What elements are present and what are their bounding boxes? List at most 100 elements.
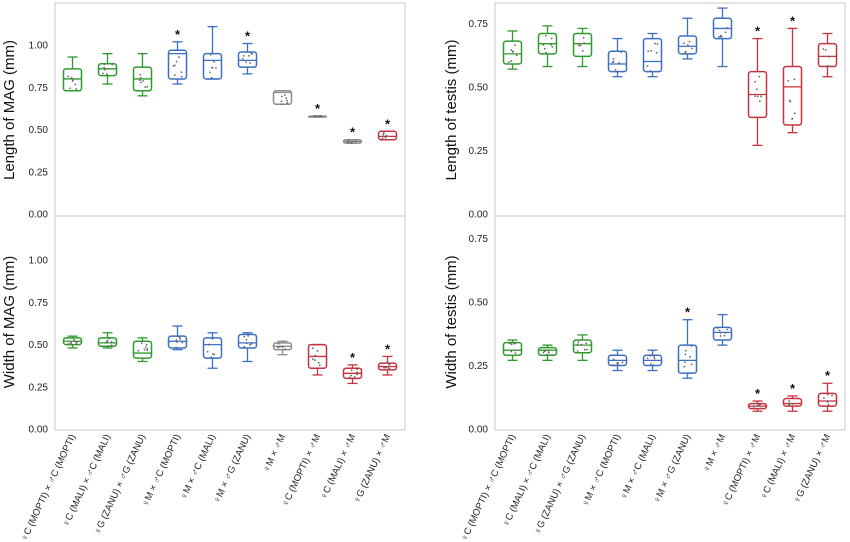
data-point — [241, 57, 244, 60]
data-point — [72, 338, 75, 341]
data-point — [647, 50, 650, 53]
data-point — [286, 99, 288, 102]
data-point — [389, 138, 391, 141]
box-6: * — [677, 305, 698, 379]
data-point — [103, 63, 106, 66]
data-point — [513, 342, 516, 345]
data-point — [653, 355, 656, 358]
y-tick-label: 0.00 — [29, 425, 49, 436]
data-point — [316, 115, 319, 117]
data-point — [544, 349, 546, 352]
box-10: * — [377, 116, 398, 141]
data-point — [248, 54, 250, 57]
data-point — [209, 53, 212, 56]
panel-length-of-mag: 0.00 0.25 0.50 0.75 1.00 Length of MAG (mm) * *… — [1, 25, 398, 221]
x-category-label: ♀M × ♂C (MOPTI) — [580, 433, 623, 509]
y-tick-label: 0.00 — [469, 425, 489, 436]
y-tick-label: 0.50 — [29, 340, 49, 351]
data-point — [577, 341, 580, 343]
y-tick-label: 0.00 — [29, 210, 49, 221]
iqr-box — [677, 344, 698, 374]
data-point — [620, 51, 623, 53]
data-point — [144, 346, 147, 349]
data-point — [829, 65, 832, 68]
data-point — [542, 43, 545, 46]
data-point — [181, 341, 184, 344]
panel-width-of-testis: 0.00 0.25 0.50 0.75 Width of testis (mm) * * * * — [443, 234, 838, 436]
data-point — [283, 94, 286, 96]
significance-star: * — [685, 305, 691, 320]
data-point — [71, 80, 74, 82]
data-point — [616, 70, 619, 73]
data-point — [718, 36, 720, 38]
data-point — [684, 353, 687, 356]
data-point — [758, 75, 761, 78]
iqr-box — [167, 49, 188, 80]
data-point — [828, 55, 831, 58]
data-point — [316, 350, 319, 352]
data-point — [683, 42, 685, 45]
data-point — [686, 44, 689, 46]
data-point — [616, 363, 619, 366]
data-point — [685, 349, 687, 352]
significance-star: * — [175, 27, 181, 42]
data-point — [346, 141, 349, 144]
data-point — [510, 343, 513, 346]
iqr-box — [377, 130, 398, 141]
data-point — [684, 51, 686, 54]
box-6 — [677, 17, 698, 60]
iqr-box — [132, 340, 153, 359]
data-point — [139, 73, 142, 76]
data-point — [67, 343, 70, 345]
data-point — [823, 397, 825, 399]
data-point — [510, 350, 513, 353]
data-point — [75, 341, 78, 344]
data-point — [213, 353, 215, 356]
data-point — [173, 64, 176, 67]
data-point — [656, 42, 659, 45]
data-point — [514, 44, 516, 47]
data-point — [578, 44, 580, 47]
data-point — [107, 345, 110, 347]
data-point — [140, 342, 143, 345]
box-8: * — [747, 386, 768, 412]
data-point — [250, 342, 253, 345]
data-point — [550, 43, 553, 46]
panel-width-of-mag: 0.00 0.25 0.50 0.75 1.00 Width of MAG (mm) * * — [1, 256, 398, 436]
box-9: * — [342, 125, 363, 144]
data-point — [356, 373, 358, 376]
data-point — [178, 56, 180, 59]
data-point — [382, 132, 385, 134]
data-point — [726, 328, 729, 331]
data-point — [724, 31, 727, 34]
data-point — [718, 329, 721, 332]
data-point — [143, 348, 146, 351]
data-point — [791, 118, 793, 120]
significance-star: * — [350, 350, 356, 365]
y-tick-label: 0.25 — [29, 167, 49, 178]
data-point — [514, 352, 517, 355]
iqr-box — [677, 35, 698, 55]
data-point — [611, 61, 614, 64]
data-point — [210, 356, 213, 359]
data-point — [826, 400, 829, 402]
y-axis-label: Length of MAG (mm) — [1, 40, 18, 180]
iqr-box — [502, 341, 523, 357]
data-point — [793, 78, 796, 81]
box-10: * — [377, 341, 398, 376]
data-point — [144, 86, 147, 89]
x-category-label: ♀C (MOPTI) × ♂M — [720, 433, 763, 509]
data-point — [351, 141, 354, 144]
data-point — [716, 327, 719, 329]
x-category-label: ♀M × ♂C (MALI) — [178, 433, 218, 502]
data-point — [621, 361, 624, 364]
iqr-box — [62, 68, 83, 92]
data-point — [102, 72, 104, 75]
data-point — [550, 37, 553, 40]
data-point — [787, 79, 790, 82]
data-point — [688, 40, 691, 43]
box-10 — [817, 32, 838, 78]
data-point — [111, 63, 114, 66]
y-tick-label: 0.75 — [469, 19, 489, 30]
data-point — [649, 70, 652, 72]
